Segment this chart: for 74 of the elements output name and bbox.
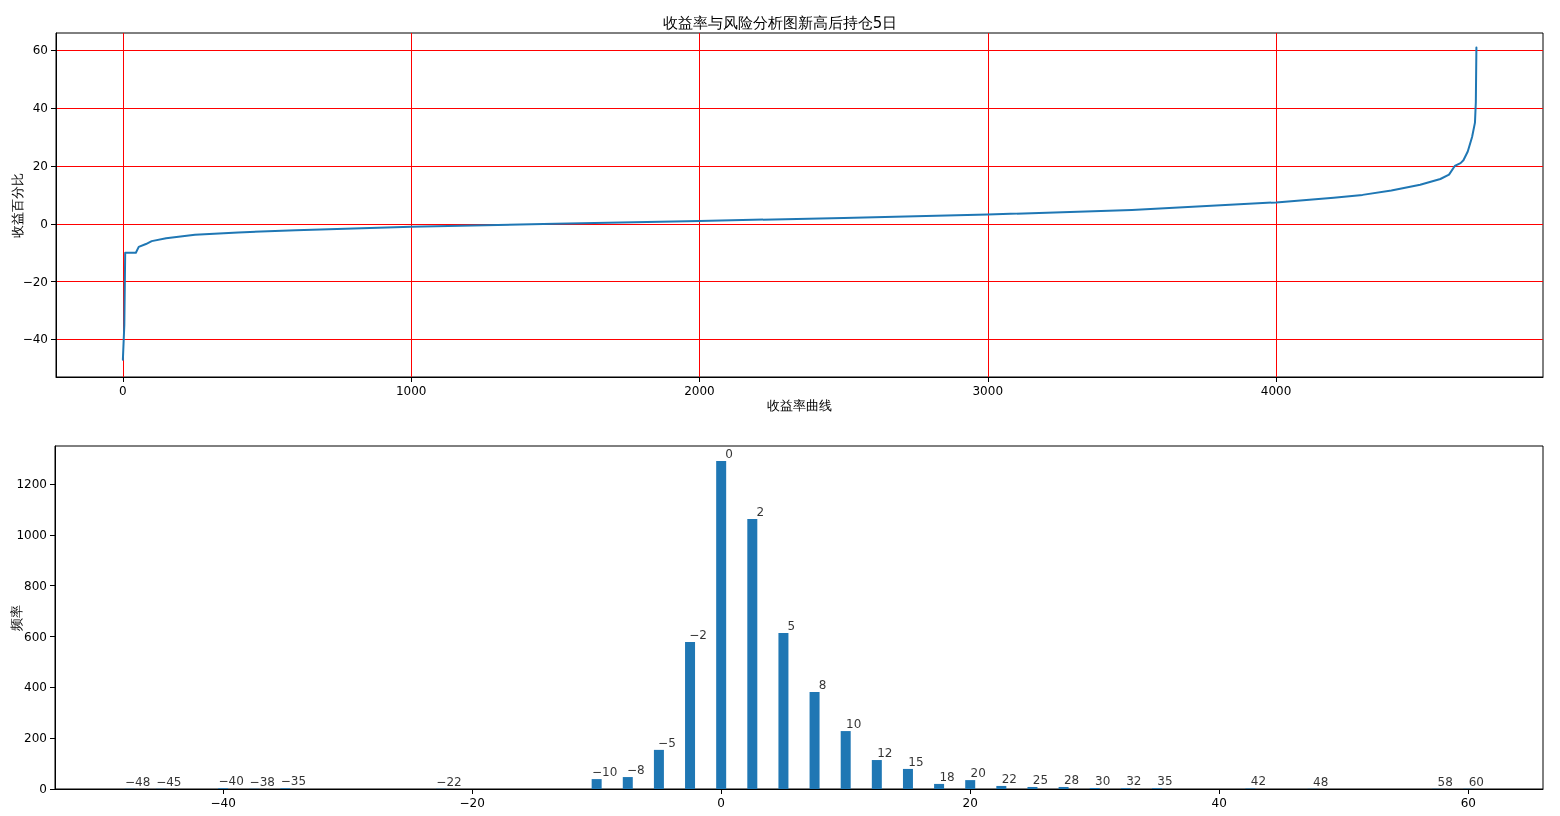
annotation: −22 xyxy=(436,774,462,789)
chart-title: 收益率与风险分析图新高后持仓5日 xyxy=(662,13,898,32)
bar xyxy=(685,641,696,789)
annotation: 5 xyxy=(787,619,796,633)
x-tick-label: −40 xyxy=(210,796,236,810)
bar xyxy=(653,749,664,789)
x-tick-label: 60 xyxy=(1460,796,1476,810)
annotation: 32 xyxy=(1126,774,1142,789)
annotation: 20 xyxy=(970,766,986,781)
bar xyxy=(996,785,1007,789)
annotation: 35 xyxy=(1157,774,1173,789)
y-tick-label: 1000 xyxy=(16,527,47,542)
annotation: 15 xyxy=(908,754,924,769)
annotation: −10 xyxy=(591,765,618,780)
annotation: 12 xyxy=(877,746,893,761)
annotation: −8 xyxy=(626,763,645,778)
annotation: −5 xyxy=(658,735,676,750)
x-axis-title: 收益率曲线 xyxy=(767,398,832,413)
x-tick-label: 3000 xyxy=(972,384,1004,398)
bar xyxy=(747,518,758,789)
annotation: 30 xyxy=(1095,773,1111,788)
x-tick-label: 4000 xyxy=(1260,384,1292,398)
annotation: −48 xyxy=(125,774,151,789)
annotation: 8 xyxy=(818,677,827,692)
annotation: 42 xyxy=(1250,774,1267,789)
y-tick-label: −20 xyxy=(22,274,48,289)
x-tick-label: 0 xyxy=(717,796,725,810)
annotation: −40 xyxy=(218,774,244,789)
y-tick-label: 40 xyxy=(32,101,48,116)
annotation: 60 xyxy=(1468,774,1484,789)
bar xyxy=(778,633,789,789)
y-tick-label: 600 xyxy=(24,629,47,644)
bar xyxy=(716,460,727,789)
annotation: −38 xyxy=(249,774,275,789)
bar xyxy=(591,779,602,789)
x-tick-label: 40 xyxy=(1211,796,1227,810)
y-tick-label: 800 xyxy=(24,578,47,593)
bar xyxy=(902,768,913,789)
x-tick-label: 2000 xyxy=(684,384,715,398)
annotation: 28 xyxy=(1063,772,1080,787)
y-tick-label: 1200 xyxy=(16,477,47,492)
y-tick-label: 0 xyxy=(40,216,48,231)
annotation: −35 xyxy=(280,774,307,789)
y-axis-title: 收益百分比 xyxy=(10,172,25,238)
x-tick-label: 1000 xyxy=(395,384,427,398)
bar xyxy=(622,777,633,789)
bar xyxy=(871,760,882,789)
y-tick-label: −40 xyxy=(22,332,48,347)
y-tick-label: 0 xyxy=(39,782,47,796)
bar xyxy=(934,783,945,789)
annotation: −2 xyxy=(689,627,707,642)
x-tick-label: 20 xyxy=(962,796,978,810)
y-tick-label: 20 xyxy=(32,158,48,173)
x-tick-label: −20 xyxy=(459,796,485,810)
annotation: 2 xyxy=(756,504,765,519)
x-tick-label: 0 xyxy=(119,384,127,398)
bar xyxy=(840,731,851,789)
annotation: 10 xyxy=(846,717,862,732)
bar xyxy=(1058,786,1069,789)
y-axis-title: 频率 xyxy=(9,604,24,631)
annotation: −45 xyxy=(156,774,182,789)
bar xyxy=(965,780,976,789)
annotation: 48 xyxy=(1313,774,1329,789)
y-tick-label: 60 xyxy=(32,43,48,58)
y-tick-label: 200 xyxy=(24,731,47,746)
line-series xyxy=(121,46,1478,361)
annotation: 58 xyxy=(1437,774,1453,789)
bar xyxy=(809,691,820,789)
bar xyxy=(1027,786,1038,789)
annotation: 22 xyxy=(1001,771,1017,786)
annotation: 0 xyxy=(725,446,733,461)
annotation: 18 xyxy=(939,769,955,784)
annotation: 25 xyxy=(1032,772,1049,787)
y-tick-label: 400 xyxy=(24,680,47,695)
